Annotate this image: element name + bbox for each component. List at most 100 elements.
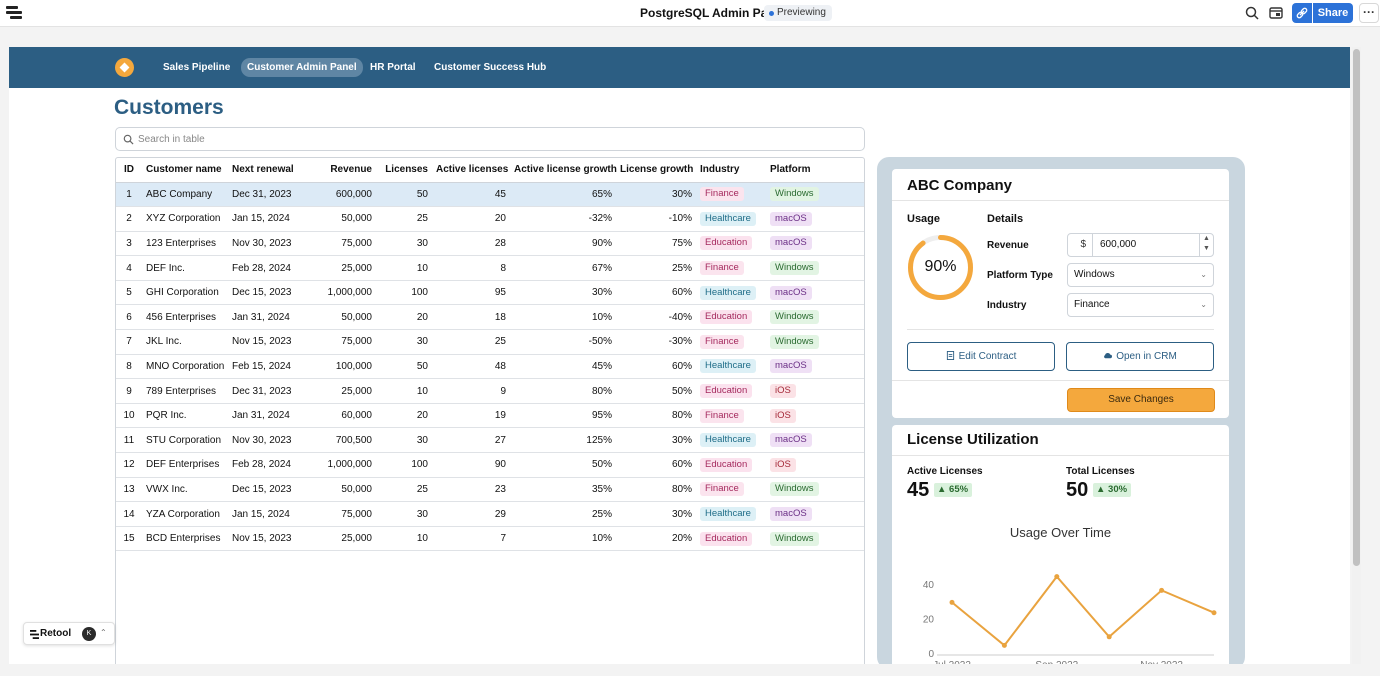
table-cell: Dec 15, 2023 bbox=[228, 477, 308, 503]
save-changes-button[interactable]: Save Changes bbox=[1067, 388, 1215, 412]
x-tick-label: Nov 2022 bbox=[1140, 660, 1183, 664]
nav-item-customer-success-hub[interactable]: Customer Success Hub bbox=[434, 62, 547, 73]
table-cell: 48 bbox=[432, 354, 510, 380]
table-cell: JKL Inc. bbox=[142, 329, 228, 355]
industry-select[interactable]: Finance ⌄ bbox=[1067, 293, 1214, 317]
share-button[interactable]: Share bbox=[1313, 3, 1353, 23]
card-divider bbox=[907, 329, 1214, 330]
table-row[interactable]: 11 STU Corporation Nov 30, 2023 700,500 30 27… bbox=[116, 427, 864, 454]
table-row[interactable]: 9 789 Enterprises Dec 31, 2023 25,000 10 9 80%… bbox=[116, 378, 864, 404]
table-cell: Finance bbox=[696, 403, 766, 429]
edit-contract-button[interactable]: Edit Contract bbox=[907, 342, 1055, 371]
revenue-input[interactable]: $ 600,000 ▲ ▼ bbox=[1067, 233, 1214, 257]
table-cell: Windows bbox=[766, 255, 864, 281]
table-cell: 50 bbox=[376, 182, 432, 208]
retool-menu-icon[interactable] bbox=[6, 6, 22, 21]
avatar[interactable]: K bbox=[82, 627, 96, 641]
open-in-crm-button[interactable]: Open in CRM bbox=[1066, 342, 1214, 371]
table-cell: 10 bbox=[376, 526, 432, 552]
x-tick-label: Jul 2022 bbox=[933, 660, 971, 664]
card-divider bbox=[892, 380, 1229, 381]
data-point[interactable] bbox=[1054, 574, 1060, 580]
table-cell: 10 bbox=[376, 255, 432, 281]
table-row[interactable]: 2 XYZ Corporation Jan 15, 2024 50,000 25 20 -3… bbox=[116, 206, 864, 232]
table-row[interactable]: 13 VWX Inc. Dec 15, 2023 50,000 25 23 35% 80% Fi… bbox=[116, 477, 864, 503]
platform-tag: macOS bbox=[770, 211, 812, 226]
platform-tag: Windows bbox=[770, 334, 819, 349]
column-header[interactable]: Revenue bbox=[308, 158, 376, 183]
table-row[interactable]: 5 GHI Corporation Dec 15, 2023 1,000,000 100… bbox=[116, 280, 864, 306]
chevron-down-icon: ⌄ bbox=[1200, 300, 1207, 309]
table-cell: Nov 15, 2023 bbox=[228, 329, 308, 355]
table-cell: Feb 28, 2024 bbox=[228, 452, 308, 478]
column-header[interactable]: Next renewal bbox=[228, 158, 308, 183]
table-cell: 60,000 bbox=[308, 403, 376, 429]
table-cell: 20 bbox=[376, 304, 432, 331]
copy-link-button[interactable] bbox=[1292, 3, 1312, 23]
table-row[interactable]: 12 DEF Enterprises Feb 28, 2024 1,000,000 10… bbox=[116, 452, 864, 478]
data-point[interactable] bbox=[1159, 587, 1165, 593]
search-input[interactable] bbox=[138, 131, 838, 147]
table-row[interactable]: 14 YZA Corporation Jan 15, 2024 75,000 30 29 2… bbox=[116, 501, 864, 527]
platform-select[interactable]: Windows ⌄ bbox=[1067, 263, 1214, 287]
active-growth-value: 65% bbox=[949, 484, 969, 495]
number-stepper[interactable]: ▲ ▼ bbox=[1199, 234, 1213, 256]
details-title: Details bbox=[987, 213, 1024, 225]
table-row[interactable]: 8 MNO Corporation Feb 15, 2024 100,000 50 48 4… bbox=[116, 354, 864, 380]
chevron-up-icon[interactable]: ⌃ bbox=[100, 628, 107, 637]
table-row[interactable]: 6 456 Enterprises Jan 31, 2024 50,000 20 18 10… bbox=[116, 304, 864, 331]
search-icon bbox=[123, 134, 134, 145]
table-cell: Dec 15, 2023 bbox=[228, 280, 308, 306]
scrollbar-thumb[interactable] bbox=[1353, 49, 1360, 566]
table-row[interactable]: 3 123 Enterprises Nov 30, 2023 75,000 30 28 90… bbox=[116, 231, 864, 257]
table-cell: 3 bbox=[116, 231, 142, 257]
column-header[interactable]: Active licenses bbox=[432, 158, 510, 183]
column-header[interactable]: License growth bbox=[616, 158, 696, 183]
card-divider bbox=[892, 455, 1229, 456]
table-row[interactable]: 10 PQR Inc. Jan 31, 2024 60,000 20 19 95% 80% Fi… bbox=[116, 403, 864, 429]
table-cell: Feb 28, 2024 bbox=[228, 255, 308, 281]
table-cell: macOS bbox=[766, 231, 864, 257]
active-licenses-label: Active Licenses bbox=[907, 466, 983, 477]
table-cell: macOS bbox=[766, 427, 864, 454]
retool-badge[interactable]: Retool K ⌃ bbox=[23, 622, 115, 645]
data-point[interactable] bbox=[1106, 634, 1112, 640]
browser-preview-icon[interactable] bbox=[1268, 5, 1284, 21]
table-cell: 10 bbox=[376, 378, 432, 404]
table-search bbox=[115, 127, 865, 151]
industry-tag: Healthcare bbox=[700, 211, 756, 226]
nav-item-sales-pipeline[interactable]: Sales Pipeline bbox=[163, 62, 231, 73]
table-cell: 9 bbox=[116, 378, 142, 404]
table-cell: 1,000,000 bbox=[308, 452, 376, 478]
table-cell: Nov 15, 2023 bbox=[228, 526, 308, 552]
search-icon[interactable] bbox=[1244, 5, 1260, 21]
data-point[interactable] bbox=[1211, 610, 1217, 616]
table-cell: 65% bbox=[510, 182, 616, 208]
column-header[interactable]: Licenses bbox=[376, 158, 432, 183]
mode-badge: Previewing bbox=[764, 5, 832, 21]
table-cell: 100 bbox=[376, 280, 432, 306]
column-header[interactable]: Platform bbox=[766, 158, 864, 183]
page-scrollbar[interactable] bbox=[1352, 47, 1361, 664]
total-growth-badge: ▲ 30% bbox=[1093, 483, 1132, 497]
column-header[interactable]: Active license growth bbox=[510, 158, 617, 183]
column-header[interactable]: Customer name bbox=[142, 158, 228, 183]
table-row[interactable]: 7 JKL Inc. Nov 15, 2023 75,000 30 25 -50% -30% F… bbox=[116, 329, 864, 355]
table-cell: 25 bbox=[432, 329, 510, 355]
mode-badge-label: Previewing bbox=[777, 7, 826, 18]
table-row[interactable]: 15 BCD Enterprises Nov 15, 2023 25,000 10 7 10… bbox=[116, 526, 864, 552]
data-point[interactable] bbox=[949, 599, 955, 605]
data-point[interactable] bbox=[1001, 642, 1007, 648]
y-tick-label: 40 bbox=[923, 580, 935, 591]
table-cell: 7 bbox=[116, 329, 142, 355]
column-header[interactable]: Industry bbox=[696, 158, 766, 183]
utilization-title: License Utilization bbox=[907, 431, 1039, 448]
table-cell: 75,000 bbox=[308, 501, 376, 527]
nav-item-hr-portal[interactable]: HR Portal bbox=[370, 62, 416, 73]
more-options-button[interactable]: ··· bbox=[1359, 3, 1379, 23]
industry-tag: Healthcare bbox=[700, 507, 756, 522]
table-row[interactable]: 1 ABC Company Dec 31, 2023 600,000 50 45 65% 30… bbox=[116, 182, 864, 208]
nav-item-customer-admin-panel[interactable]: Customer Admin Panel bbox=[241, 58, 363, 77]
table-row[interactable]: 4 DEF Inc. Feb 28, 2024 25,000 10 8 67% 25% Fina… bbox=[116, 255, 864, 281]
column-header[interactable]: ID bbox=[116, 158, 142, 183]
